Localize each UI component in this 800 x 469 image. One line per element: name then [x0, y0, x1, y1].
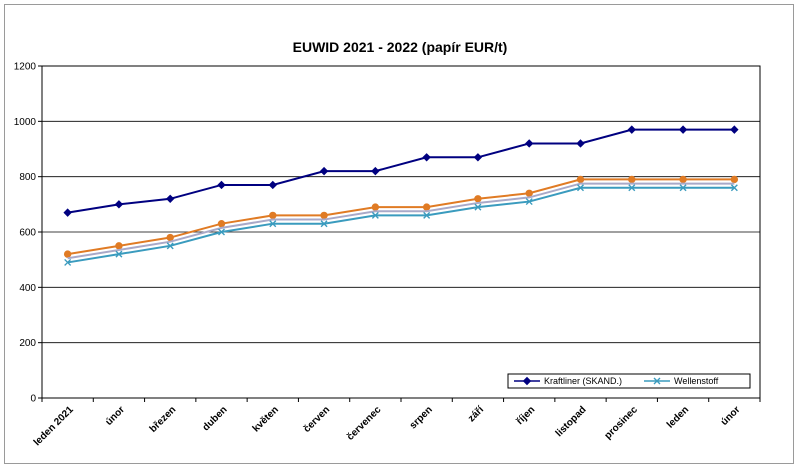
legend-label: Kraftliner (SKAND.)	[544, 376, 622, 386]
legend: Kraftliner (SKAND.) Wellenstoff	[507, 373, 751, 389]
data-point	[730, 175, 739, 184]
data-point	[320, 220, 328, 228]
data-point	[218, 228, 225, 236]
series-line	[67, 182, 735, 260]
data-point	[371, 211, 379, 219]
y-tick-label: 200	[19, 338, 36, 349]
x-tick-label: únor	[719, 404, 743, 428]
data-point	[320, 211, 328, 220]
data-point	[525, 189, 533, 197]
series-line	[67, 128, 735, 214]
y-tick-label: 800	[19, 172, 36, 183]
data-point	[576, 139, 585, 148]
legend-label: Wellenstoff	[674, 376, 719, 386]
data-point	[525, 198, 533, 206]
y-tick-label: 400	[19, 283, 36, 294]
x-tick-label: červen	[302, 404, 333, 435]
x-tick-label: srpen	[408, 404, 435, 431]
data-point	[730, 184, 738, 192]
x-axis-ticks: leden 2021 únor březen duben květen červen čer…	[32, 398, 761, 448]
data-point	[473, 153, 483, 162]
data-point	[166, 233, 174, 242]
data-point	[653, 377, 661, 385]
series-line	[67, 186, 735, 264]
y-tick-label: 1000	[14, 117, 37, 128]
data-point	[63, 250, 72, 258]
grid-lines	[42, 120, 760, 344]
series-4	[64, 184, 738, 266]
x-tick-label: prosinec	[603, 404, 641, 442]
legend-box	[507, 373, 751, 389]
data-point	[423, 211, 431, 219]
x-tick-label: červenec	[345, 404, 384, 443]
data-point	[319, 166, 329, 176]
x-tick-label: říjen	[515, 404, 538, 427]
x-tick-label: květen	[251, 404, 281, 434]
data-point	[474, 203, 482, 211]
data-point	[422, 203, 431, 211]
data-point	[115, 250, 123, 258]
x-tick-label: duben	[201, 404, 230, 433]
y-tick-label: 600	[19, 228, 36, 239]
data-point	[217, 220, 226, 228]
y-tick-label: 0	[30, 394, 36, 405]
data-point	[474, 195, 482, 203]
series-3	[67, 182, 735, 260]
data-point	[115, 242, 123, 250]
series-line	[67, 178, 735, 256]
data-point	[166, 242, 174, 250]
data-point	[627, 125, 636, 134]
data-point	[576, 175, 585, 184]
x-tick-label: září	[466, 403, 487, 424]
data-point	[628, 175, 636, 184]
data-point	[371, 166, 380, 176]
data-point	[525, 139, 534, 148]
data-point	[628, 184, 636, 192]
data-point	[422, 153, 431, 162]
x-tick-label: březen	[148, 404, 179, 435]
data-point	[217, 180, 226, 190]
x-tick-label: listopad	[554, 404, 589, 439]
data-point	[269, 220, 277, 228]
data-point	[63, 208, 72, 217]
y-tick-label: 1200	[14, 62, 37, 73]
data-point	[679, 184, 687, 192]
data-point	[522, 376, 532, 386]
x-tick-label: leden	[665, 404, 691, 430]
data-point	[679, 175, 687, 184]
data-point	[64, 258, 72, 266]
data-point	[114, 200, 124, 209]
data-point	[166, 194, 175, 204]
data-point	[268, 180, 277, 190]
x-tick-label: leden 2021	[32, 404, 76, 448]
series-2	[63, 175, 739, 258]
x-tick-label: únor	[104, 404, 128, 428]
series-group	[63, 125, 739, 266]
data-point	[730, 125, 739, 134]
data-point	[371, 203, 380, 211]
data-point	[269, 211, 277, 220]
series-1	[63, 125, 739, 217]
y-axis-ticks: 0 200 400 600 800 1000 1200	[14, 62, 42, 405]
data-point	[577, 184, 584, 192]
data-point	[678, 125, 688, 134]
chart-title: EUWID 2021 - 2022 (papír EUR/t)	[293, 39, 508, 55]
